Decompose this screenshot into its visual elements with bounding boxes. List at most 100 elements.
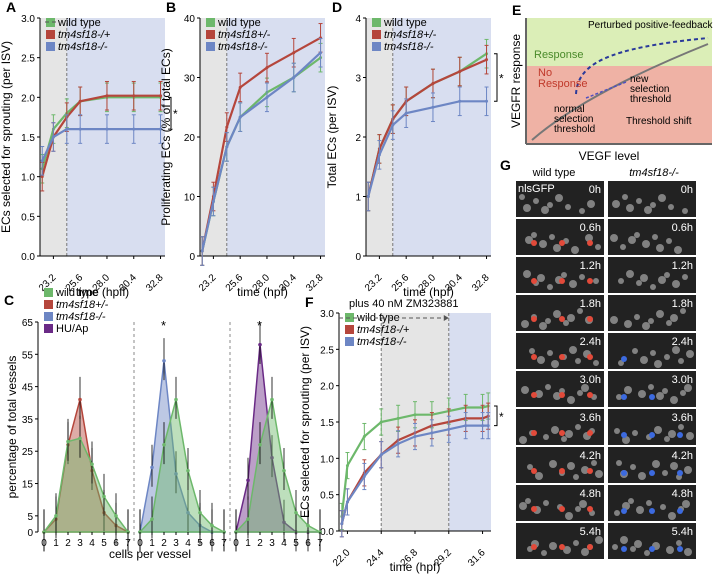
- x-tick-label: 0: [233, 538, 239, 549]
- marked-cell: [531, 506, 537, 512]
- nucleus: [662, 388, 668, 394]
- data-point: [102, 494, 106, 499]
- data-point: [362, 435, 366, 439]
- data-point: [481, 424, 485, 428]
- legend-entry: wild type: [383, 17, 427, 29]
- timepoint-label: 4.8h: [580, 488, 601, 500]
- data-point: [413, 435, 417, 439]
- new-threshold-label: threshold: [630, 94, 671, 105]
- legend-swatch: [44, 324, 53, 333]
- nucleus: [638, 472, 646, 480]
- nucleus: [545, 318, 551, 324]
- shift-label: Threshold shift: [626, 116, 692, 127]
- series-2: [40, 114, 163, 176]
- data-point: [211, 199, 215, 203]
- no-response-label: Response: [538, 78, 588, 90]
- data-point: [238, 85, 242, 89]
- data-point: [159, 94, 163, 98]
- nucleus: [614, 510, 620, 516]
- new-threshold-label: new: [630, 74, 649, 85]
- data-point: [198, 510, 202, 515]
- x-tick-label: 1: [245, 538, 251, 549]
- nucleus: [640, 356, 648, 364]
- marked-cell: [621, 394, 627, 400]
- data-point: [319, 51, 323, 55]
- data-point: [132, 127, 136, 131]
- nucleus: [565, 204, 571, 210]
- nucleus: [545, 384, 551, 390]
- nucleus: [626, 270, 634, 278]
- blue-region: [66, 18, 165, 256]
- data-point: [186, 510, 190, 515]
- nucleus: [666, 546, 674, 554]
- x-tick-label: 5: [293, 538, 299, 549]
- marked-cell: [559, 278, 565, 284]
- x-tick-label: 3: [173, 538, 179, 549]
- legend-entry: tm4sf18-/-: [58, 41, 108, 53]
- x-axis-label: time (hpf): [403, 285, 454, 299]
- nucleus: [543, 434, 549, 440]
- x-tick-label: 2: [161, 538, 167, 549]
- legend-entry: wild type: [55, 287, 99, 299]
- data-point: [105, 127, 109, 131]
- legend-entry: wild type: [217, 17, 261, 29]
- data-point: [486, 424, 490, 428]
- y-tick-label: 0.5: [320, 491, 334, 502]
- x-tick-label: 22.0: [331, 547, 353, 569]
- nucleus: [634, 314, 640, 320]
- nucleus: [648, 384, 654, 390]
- nucleus: [660, 504, 666, 510]
- data-point: [162, 442, 166, 447]
- panel-a: 0.00.51.01.52.02.53.023.2 25.6 28.0 30.4 32.…: [0, 0, 178, 299]
- nucleus: [579, 274, 585, 280]
- marked-cell: [559, 316, 565, 322]
- nucleus: [658, 194, 666, 202]
- data-point: [150, 465, 154, 470]
- nucleus: [668, 204, 674, 210]
- significance-star: *: [499, 410, 504, 424]
- marked-cell: [621, 470, 627, 476]
- nucleus: [535, 390, 543, 398]
- marked-cell: [531, 392, 537, 398]
- nucleus: [593, 278, 599, 284]
- marked-cell: [649, 394, 655, 400]
- y-tick-label: 2.5: [320, 345, 334, 356]
- panel-letter: F: [305, 294, 314, 310]
- y-tick-label: 1.5: [320, 418, 334, 429]
- nucleus: [533, 198, 539, 204]
- nucleus: [666, 320, 672, 326]
- nucleus: [577, 308, 583, 314]
- nucleus: [575, 358, 581, 364]
- nucleus: [563, 546, 571, 554]
- nucleus: [565, 512, 573, 520]
- data-point: [270, 455, 274, 460]
- data-point: [404, 111, 408, 115]
- no-response-region: [526, 66, 712, 144]
- data-point: [105, 94, 109, 98]
- y-tick-label: 35: [22, 415, 34, 426]
- data-point: [40, 175, 44, 179]
- data-point: [396, 416, 400, 420]
- nucleus: [618, 278, 624, 284]
- nucleus: [585, 234, 593, 242]
- nucleus: [652, 234, 658, 240]
- title-arrow-head: [443, 315, 449, 321]
- y-tick-label: 3.0: [21, 14, 35, 25]
- data-point: [78, 127, 82, 131]
- nucleus: [632, 430, 638, 436]
- nucleus: [525, 498, 531, 504]
- nucleus: [650, 202, 656, 208]
- nucleus: [531, 232, 537, 238]
- nucleus: [664, 272, 670, 278]
- nucleus: [575, 424, 581, 430]
- y-tick-label: 30: [184, 74, 196, 85]
- nucleus: [672, 280, 680, 288]
- y-tick-label: 2.5: [21, 54, 35, 65]
- nucleus: [634, 540, 642, 548]
- nucleus: [555, 194, 563, 202]
- nucleus: [656, 244, 664, 252]
- marked-cell: [531, 544, 537, 550]
- response-curve: [531, 43, 709, 141]
- nucleus: [519, 436, 527, 444]
